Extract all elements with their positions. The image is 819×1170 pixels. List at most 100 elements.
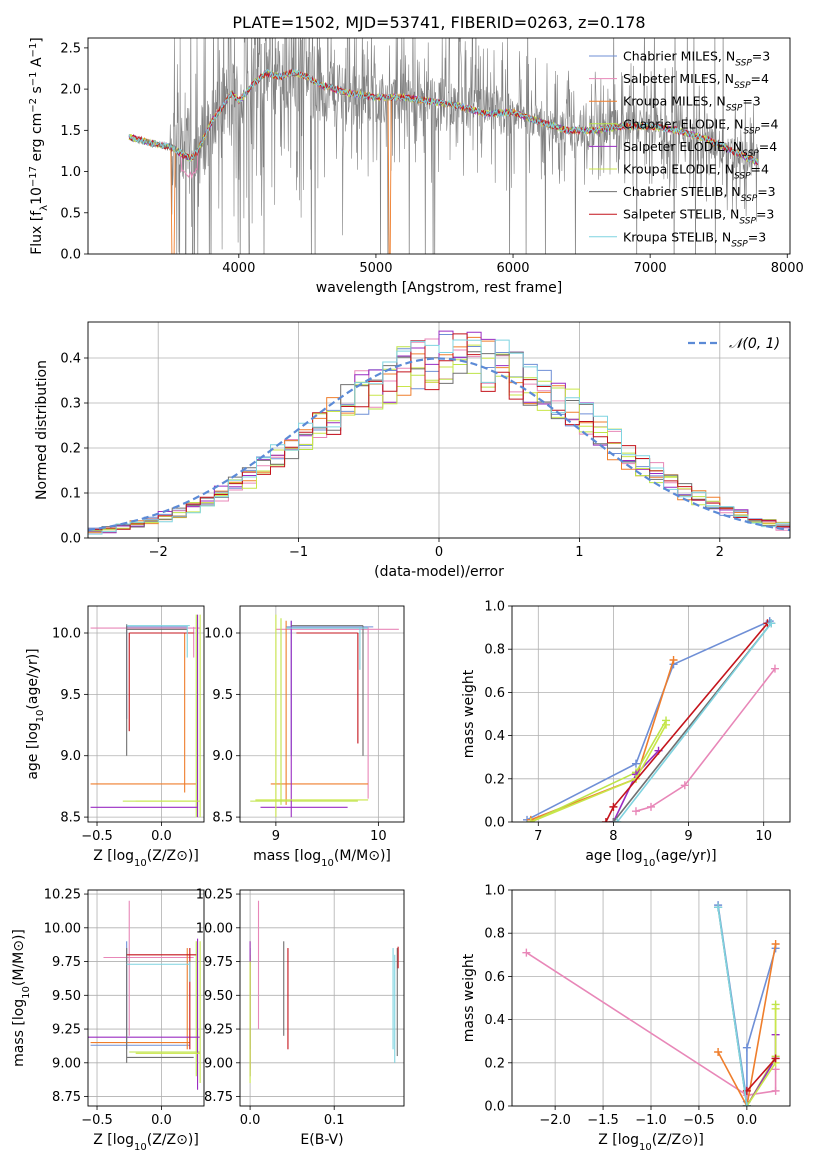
chart-weight_vs_Z: −2.0 −1.5 −1.0 −0.5 0.0 0.0 0.2 0.4 0.6 0.8 1.0 Z [… [461,884,791,1153]
plot-area-mass_vs_Z [88,900,201,1090]
series-line-salpeter-miles [525,951,777,1097]
plot-area-age_vs_Z [90,614,201,818]
x-tick-label: 0.1 [324,1113,345,1128]
y-tick-label: 9.00 [52,1056,81,1071]
chart-age_vs_Z: −0.5 0.0 8.5 9.0 9.5 10.0 Z [log10(Z/Z⊙)] age [… [25,605,205,869]
series-line-salpeter-stelib [605,622,769,822]
axes-frame [87,37,791,255]
x-tick-label: 0 [435,545,443,560]
y-axis-label: mass [log10(M/M⊙)] [11,929,32,1067]
series-line-kroupa-miles [530,659,675,821]
series-marker [742,1043,751,1052]
legend-entry: Salpeter ELODIE, NSSP=4 [623,139,777,159]
chart-mass_vs_ebv: 0.0 0.1 8.75 9.00 9.25 9.50 9.75 10.00 10.25 E(B-… [196,888,405,1148]
chart-age_vs_mass: 9 10 8.5 9.0 9.5 10.0 mass [log10(M/M⊙)] [204,605,405,869]
y-tick-label: 1.0 [60,165,81,180]
y-tick-label: 0.2 [484,1056,505,1071]
x-tick-label: 0.0 [151,1113,172,1128]
series-marker [662,720,671,729]
axes-frame [239,605,405,823]
y-tick-label: 1.0 [484,600,505,615]
y-axis-label: Flux [fλ10−17 erg cm−2 s−1 A−1] [28,37,50,255]
series-line-chabrier-miles [526,620,771,821]
plot-area-weight_vs_age [523,617,779,822]
model-line-kroupa-stelib [128,68,759,164]
series-line-kroupa-miles [717,943,777,1106]
x-tick-label: 2 [716,545,724,560]
series-marker [767,619,776,628]
y-tick-label: 0.3 [60,397,81,412]
chart-spectrum: 4000 5000 6000 7000 8000 0.0 0.5 1.0 1.5 2.0 2.5 wa… [28,37,804,296]
histogram-salpeter-stelib [88,333,790,530]
series-marker [631,807,640,816]
y-tick-label: 0.5 [60,206,81,221]
axes-frame [87,321,791,539]
axes-frame [87,889,205,1107]
x-tick-label: 5000 [359,261,392,276]
y-tick-label: 9.5 [212,688,233,703]
y-tick-label: 9.50 [204,989,233,1004]
x-tick-label: 8000 [771,261,804,276]
y-tick-label: 0.2 [484,772,505,787]
series-marker [522,948,531,957]
y-tick-label: 9.75 [204,955,233,970]
series-marker [613,818,622,822]
x-tick-label: −2.0 [539,1113,571,1128]
y-tick-label: 0.2 [60,442,81,457]
histogram-kroupa-stelib [88,339,790,535]
x-tick-label: 4000 [222,261,255,276]
y-tick-label: 8.75 [204,1090,233,1105]
x-tick-label: −0.5 [683,1113,715,1128]
plot-area-age_vs_mass [250,614,399,818]
x-tick-label: −0.5 [81,829,113,844]
y-tick-label: 0.8 [484,927,505,942]
x-tick-label: −1.0 [635,1113,667,1128]
series-marker [771,1054,780,1063]
chart-weight_vs_age: 7 8 9 10 0.0 0.2 0.4 0.6 0.8 1.0 age [log10(age/yr… [461,600,791,869]
series-marker [526,818,535,822]
axes-frame [511,889,791,1107]
y-tick-label: 9.0 [212,749,233,764]
y-tick-label: 0.6 [484,686,505,701]
x-axis-label: E(B-V) [300,1132,343,1148]
series-marker [770,664,779,673]
x-axis-label: Z [log10(Z/Z⊙)] [93,1132,199,1153]
x-tick-label: 7000 [634,261,667,276]
x-axis-label: Z [log10(Z/Z⊙)] [93,848,199,869]
y-tick-label: 0.8 [484,643,505,658]
series-marker [714,1048,723,1056]
y-tick-label: 10.25 [196,888,233,903]
y-tick-label: 9.5 [60,688,81,703]
x-axis-label: (data-model)/error [374,564,504,580]
data-spectrum-line [128,38,759,254]
y-tick-label: 9.00 [204,1056,233,1071]
series-marker [601,818,610,822]
y-tick-label: 0.0 [60,532,81,547]
series-marker [680,781,689,790]
y-axis-label: mass weight [461,953,477,1042]
y-tick-label: 8.75 [52,1090,81,1105]
y-tick-label: 0.6 [484,970,505,985]
legend-entry: Salpeter MILES, NSSP=4 [623,71,769,91]
series-marker [742,1102,751,1106]
series-marker [771,1004,780,1013]
figure-title: PLATE=1502, MJD=53741, FIBERID=0263, z=0… [232,13,645,32]
y-tick-label: 9.25 [204,1023,233,1038]
x-tick-label: 0.0 [151,829,172,844]
x-tick-label: −0.5 [81,1113,113,1128]
x-axis-label: wavelength [Angstrom, rest frame] [316,280,562,296]
legend-entry: 𝒩(0, 1) [729,336,780,352]
legend-entry: Chabrier ELODIE, NSSP=4 [623,116,778,136]
plot-area-weight_vs_Z [522,901,780,1106]
legend-entry: Kroupa STELIB, NSSP=3 [623,229,766,249]
x-axis-label: age [log10(age/yr)] [585,848,716,869]
y-tick-label: 0.4 [484,729,505,744]
plot-area-spectrum [128,38,759,254]
series-marker [669,656,678,664]
y-tick-label: 9.0 [60,749,81,764]
x-tick-label: −1.5 [587,1113,619,1128]
y-tick-label: 0.4 [60,352,81,367]
y-tick-label: 0.0 [60,248,81,263]
